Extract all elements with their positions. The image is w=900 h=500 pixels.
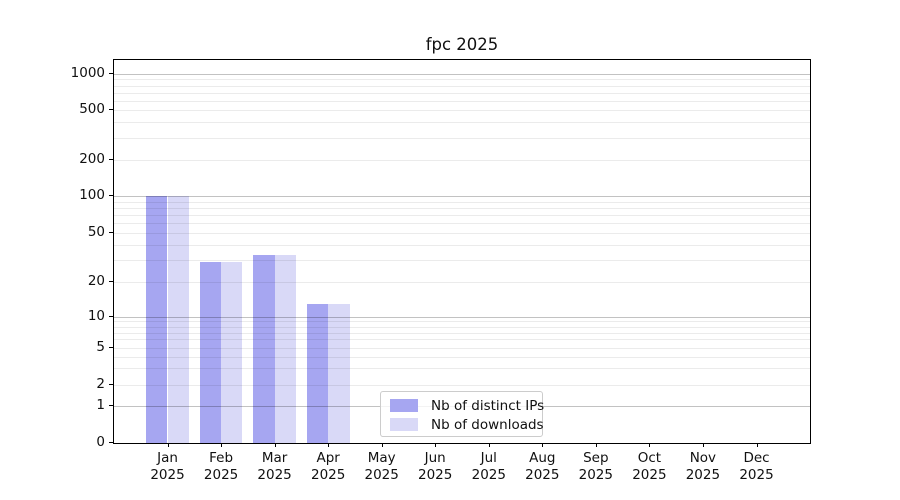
y-tick-mark <box>109 232 113 234</box>
legend-swatch-nb-of-downloads <box>390 418 418 431</box>
x-tick-label-nov: Nov 2025 <box>685 450 721 483</box>
y-tick-label: 0 <box>96 434 105 450</box>
x-tick-mark <box>488 443 490 447</box>
y-tick-label: 500 <box>79 101 105 118</box>
x-tick-label-may: May 2025 <box>364 450 399 483</box>
bar-nb-of-distinct-ips-apr <box>306 303 329 443</box>
y-tick-label: 2 <box>96 376 105 392</box>
y-tick-mark <box>109 442 113 443</box>
x-tick-mark <box>221 443 223 447</box>
x-tick-label-jun: Jun 2025 <box>418 450 453 483</box>
x-tick-mark <box>274 443 276 447</box>
y-tick-label: 50 <box>87 224 105 241</box>
x-tick-mark <box>756 443 758 447</box>
bar-nb-of-downloads-apr <box>328 303 350 443</box>
y-tick-label: 10 <box>87 307 105 324</box>
x-tick-label-sep: Sep 2025 <box>578 450 613 483</box>
x-tick-label-apr: Apr 2025 <box>311 450 346 483</box>
x-tick-label-jan: Jan 2025 <box>150 450 185 483</box>
y-tick-label: 200 <box>79 151 105 168</box>
x-tick-mark <box>595 443 597 447</box>
x-tick-label-oct: Oct 2025 <box>632 450 667 483</box>
y-tick-mark <box>109 109 113 111</box>
y-tick-mark <box>109 195 113 196</box>
legend-swatch-nb-of-distinct-ips <box>390 399 418 412</box>
legend: Nb of distinct IPs Nb of downloads <box>380 391 544 437</box>
y-tick-label: 20 <box>87 272 105 289</box>
y-tick-mark <box>109 384 113 385</box>
legend-item-nb-of-downloads: Nb of downloads <box>390 415 544 434</box>
x-tick-label-jul: Jul 2025 <box>471 450 506 483</box>
y-tick-label: 5 <box>96 338 105 355</box>
x-tick-mark <box>702 443 704 447</box>
x-tick-mark <box>328 443 330 447</box>
chart-title: fpc 2025 <box>425 35 499 54</box>
bar-nb-of-downloads-feb <box>221 262 243 443</box>
y-tick-mark <box>109 280 113 282</box>
y-tick-label: 100 <box>79 187 105 203</box>
x-tick-label-dec: Dec 2025 <box>739 450 774 483</box>
x-tick-mark <box>167 443 169 447</box>
bar-nb-of-distinct-ips-mar <box>253 255 275 443</box>
x-tick-label-mar: Mar 2025 <box>257 450 292 483</box>
y-tick-label: 1 <box>96 397 105 414</box>
x-tick-mark <box>435 443 437 447</box>
x-tick-mark <box>542 443 544 447</box>
y-tick-mark <box>109 346 113 348</box>
plot-area: Nb of distinct IPs Nb of downloads <box>113 59 811 444</box>
legend-label: Nb of downloads <box>431 416 544 433</box>
y-tick-label: 1000 <box>70 64 105 81</box>
y-tick-mark <box>109 72 113 74</box>
x-tick-label-aug: Aug 2025 <box>525 450 560 483</box>
legend-label: Nb of distinct IPs <box>431 397 545 414</box>
y-tick-mark <box>109 405 113 407</box>
legend-item-nb-of-distinct-ips: Nb of distinct IPs <box>390 396 544 415</box>
bars-layer <box>114 60 810 443</box>
y-tick-mark <box>109 315 113 317</box>
bar-nb-of-downloads-jan <box>167 196 189 443</box>
bar-nb-of-downloads-mar <box>274 255 296 443</box>
x-tick-label-feb: Feb 2025 <box>203 450 239 483</box>
bar-nb-of-distinct-ips-jan <box>146 196 168 443</box>
x-tick-mark <box>649 443 651 447</box>
x-tick-mark <box>381 443 383 447</box>
bar-nb-of-distinct-ips-feb <box>199 262 222 443</box>
y-tick-mark <box>109 159 113 161</box>
